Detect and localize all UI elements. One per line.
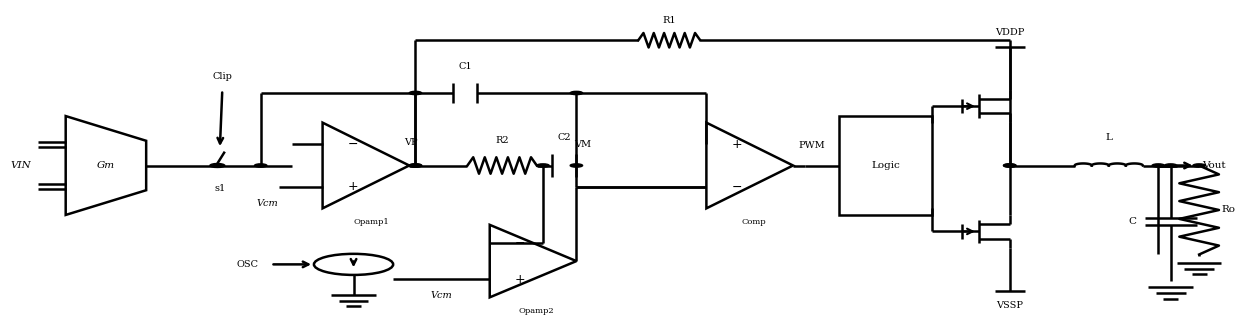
Circle shape (409, 164, 422, 167)
Circle shape (409, 91, 422, 95)
Circle shape (570, 164, 583, 167)
Text: +: + (515, 273, 526, 286)
Text: C1: C1 (458, 62, 471, 71)
Bar (839, 116, 932, 215)
Text: Ro: Ro (1221, 206, 1235, 214)
Text: +: + (347, 180, 358, 193)
Circle shape (210, 164, 224, 167)
Text: Opamp1: Opamp1 (353, 217, 389, 225)
Text: +: + (732, 138, 742, 151)
Circle shape (1164, 164, 1177, 167)
Circle shape (570, 91, 583, 95)
Text: R1: R1 (662, 16, 676, 25)
Text: −: − (347, 138, 358, 151)
Circle shape (1193, 164, 1205, 167)
Text: Clip: Clip (212, 72, 232, 81)
Text: R2: R2 (495, 136, 508, 145)
Text: Logic: Logic (872, 161, 900, 170)
Text: Vcm: Vcm (255, 199, 278, 208)
Text: VSSP: VSSP (996, 301, 1023, 310)
Text: Vcm: Vcm (430, 291, 453, 300)
Text: −: − (515, 236, 526, 250)
Text: L: L (1105, 133, 1112, 142)
Text: VIN: VIN (11, 161, 31, 170)
Circle shape (537, 164, 549, 167)
Text: Vout: Vout (1202, 161, 1225, 170)
Circle shape (409, 164, 422, 167)
Circle shape (254, 164, 267, 167)
Text: PWM: PWM (799, 141, 825, 150)
Text: C: C (1128, 217, 1136, 226)
Text: VDDP: VDDP (994, 27, 1024, 36)
Text: Opamp2: Opamp2 (520, 307, 554, 314)
Text: OSC: OSC (236, 260, 258, 269)
Circle shape (1003, 164, 1016, 167)
Text: VM: VM (574, 140, 591, 149)
Text: Gm: Gm (97, 161, 115, 170)
Text: Comp: Comp (742, 217, 766, 225)
Text: s1: s1 (215, 184, 226, 193)
Text: −: − (732, 180, 742, 193)
Circle shape (1152, 164, 1164, 167)
Text: VP: VP (404, 138, 418, 147)
Circle shape (1003, 164, 1016, 167)
Text: C2: C2 (557, 133, 570, 142)
